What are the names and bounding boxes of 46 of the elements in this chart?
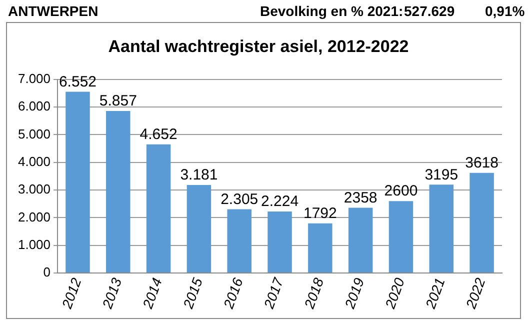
- bar: [146, 144, 171, 272]
- bar: [106, 111, 130, 272]
- bar: [470, 172, 494, 272]
- data-label: 3618: [465, 154, 498, 172]
- bar: [66, 92, 90, 272]
- text: 0,91%: [485, 3, 525, 19]
- x-tick-label: 2022: [462, 276, 488, 312]
- x-tick-label: 2012: [58, 276, 84, 312]
- data-label: 3.181: [180, 166, 218, 184]
- data-label: 4.652: [140, 126, 178, 143]
- x-tick-label: 2021: [422, 276, 448, 312]
- x-tick-label: 2018: [300, 276, 327, 312]
- data-label: 2600: [384, 182, 418, 200]
- data-label: 2358: [344, 189, 378, 206]
- chart-title: Aantal wachtregister asiel, 2012-2022: [108, 36, 409, 56]
- x-tick-label: 2014: [139, 276, 166, 312]
- bar: [186, 185, 212, 272]
- x-tick-label: 2015: [179, 276, 206, 312]
- x-tick-label: 2020: [381, 276, 408, 312]
- y-tick-label: 1.000: [18, 236, 51, 252]
- data-label: 6.552: [58, 73, 97, 90]
- y-tick-label: 2.000: [18, 209, 51, 224]
- bar: [429, 184, 454, 272]
- bar: [308, 223, 332, 272]
- data-label: 1792: [303, 205, 337, 222]
- x-tick-label: 2013: [98, 276, 125, 312]
- data-label: 3195: [424, 166, 458, 184]
- text: ANTWERPEN: [8, 3, 98, 19]
- y-tick-label: 3.000: [18, 182, 51, 197]
- y-tick-label: 0: [43, 264, 51, 280]
- y-tick-label: 4.000: [18, 154, 51, 169]
- bar: [227, 209, 252, 272]
- bar: [348, 208, 373, 272]
- data-label: 2.224: [260, 193, 299, 210]
- y-tick-label: 7.000: [18, 70, 51, 86]
- y-tick-label: 6.000: [18, 98, 51, 114]
- data-label: 5.857: [99, 92, 137, 110]
- x-tick-label: 2019: [341, 276, 368, 312]
- bar: [388, 201, 414, 272]
- bar: [268, 211, 292, 272]
- data-label: 2.305: [220, 190, 258, 208]
- x-tick-label: 2017: [260, 274, 287, 312]
- y-tick-label: 5.000: [18, 126, 51, 142]
- text: 527.629: [404, 3, 455, 19]
- text: Bevolking en % 2021:: [260, 3, 404, 19]
- x-tick-label: 2016: [220, 276, 246, 312]
